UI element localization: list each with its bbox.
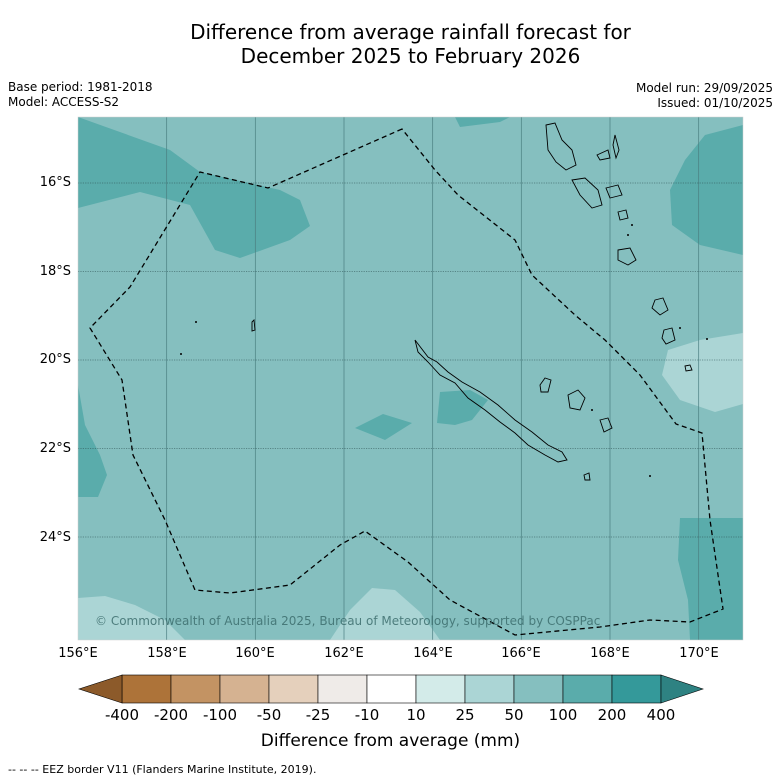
colorbar-swatch-5: [366, 674, 417, 704]
cb-tick-8: 50: [504, 706, 524, 724]
lon-label-166e: 166°E: [501, 646, 541, 661]
lon-label-168e: 168°E: [590, 646, 630, 661]
colorbar-swatch-6: [415, 674, 466, 704]
anomaly-100-200-west: [78, 385, 107, 497]
cb-tick-1: -200: [153, 706, 189, 724]
anomaly-100-200-central: [355, 414, 412, 440]
anomaly-100-200-northwest: [78, 117, 310, 258]
coastlines: [251, 122, 693, 481]
issued-date: Issued: 01/10/2025: [657, 96, 773, 110]
lon-label-158e: 158°E: [147, 646, 187, 661]
small-islets: [180, 224, 708, 477]
cb-tick-7: 25: [455, 706, 475, 724]
chart-title: Difference from average rainfall forecas…: [0, 20, 781, 68]
lon-label-156e: 156°E: [58, 646, 98, 661]
colorbar-swatch-10: [611, 674, 662, 704]
colorbar-swatch-0: [121, 674, 172, 704]
meta-right: Model run: 29/09/2025 Issued: 01/10/2025: [636, 81, 773, 111]
cb-tick-5: -10: [354, 706, 380, 724]
colorbar-swatch-4: [317, 674, 368, 704]
chesterfield-island: [251, 319, 256, 332]
colorbar-swatch-7: [464, 674, 515, 704]
ouvea-island: [539, 377, 552, 393]
eez-footer-note: -- -- -- EEZ border V11 (Flanders Marine…: [8, 763, 317, 776]
efate-island: [617, 247, 637, 266]
anomaly-25-50-south: [330, 588, 440, 640]
map-area: [78, 117, 743, 640]
cb-tick-11: 400: [646, 706, 676, 724]
lat-label-16s: 16°S: [39, 175, 71, 190]
anomaly-100-200-new-caledonia: [437, 390, 488, 425]
anomaly-100-200-southeast: [678, 518, 743, 640]
model-name: Model: ACCESS-S2: [8, 95, 120, 109]
map-frame: [77, 116, 744, 641]
cb-tick-4: -25: [305, 706, 331, 724]
lon-label-170e: 170°E: [679, 646, 719, 661]
new-caledonia-island: [414, 339, 568, 463]
maewo-island: [596, 149, 611, 161]
model-run: Model run: 29/09/2025: [635, 81, 773, 95]
mare-island: [599, 417, 613, 433]
colorbar: [78, 674, 704, 704]
cb-tick-10: 200: [597, 706, 627, 724]
cb-tick-3: -50: [256, 706, 282, 724]
aneityum-island: [684, 364, 693, 372]
colorbar-extend-low: [78, 674, 123, 704]
colorbar-extend-high: [660, 674, 704, 704]
longitude-gridlines: [166, 117, 700, 640]
cb-tick-2: -100: [202, 706, 238, 724]
copyright-text: © Commonwealth of Australia 2025, Bureau…: [95, 614, 601, 628]
lat-label-18s: 18°S: [39, 264, 71, 279]
cb-tick-6: 10: [406, 706, 426, 724]
eez-border: [89, 128, 724, 636]
colorbar-swatch-8: [513, 674, 564, 704]
lon-label-164e: 164°E: [413, 646, 453, 661]
pentecost-island: [612, 134, 620, 160]
lon-label-162e: 162°E: [324, 646, 364, 661]
epi-island: [617, 209, 629, 221]
latitude-gridlines: [78, 182, 743, 538]
meta-left: Base period: 1981-2018 Model: ACCESS-S2: [8, 80, 153, 110]
lifou-island: [567, 389, 586, 411]
cb-tick-0: -400: [104, 706, 140, 724]
anomaly-25-50-east: [662, 333, 743, 412]
espiritu-santo-island: [545, 122, 577, 171]
colorbar-swatch-2: [219, 674, 270, 704]
anomaly-25-50-southwest: [78, 596, 185, 640]
tanna-island: [661, 327, 676, 345]
lat-label-20s: 20°S: [39, 352, 71, 367]
title-line-1: Difference from average rainfall forecas…: [190, 20, 631, 44]
anomaly-100-200-northeast: [670, 125, 743, 255]
anomaly-100-200-north: [455, 117, 510, 127]
colorbar-swatch-3: [268, 674, 319, 704]
title-line-2: December 2025 to February 2026: [240, 44, 581, 68]
erromango-island: [651, 297, 669, 316]
base-period: Base period: 1981-2018: [8, 80, 153, 94]
colorbar-label: Difference from average (mm): [260, 731, 521, 751]
isle-of-pines: [583, 472, 591, 481]
lat-label-24s: 24°S: [39, 530, 71, 545]
cb-tick-9: 100: [548, 706, 578, 724]
lon-label-160e: 160°E: [235, 646, 275, 661]
malakula-island: [571, 177, 603, 209]
ambrym-island: [605, 184, 623, 199]
colorbar-swatch-1: [170, 674, 221, 704]
colorbar-swatch-9: [562, 674, 613, 704]
lat-label-22s: 22°S: [39, 441, 71, 456]
